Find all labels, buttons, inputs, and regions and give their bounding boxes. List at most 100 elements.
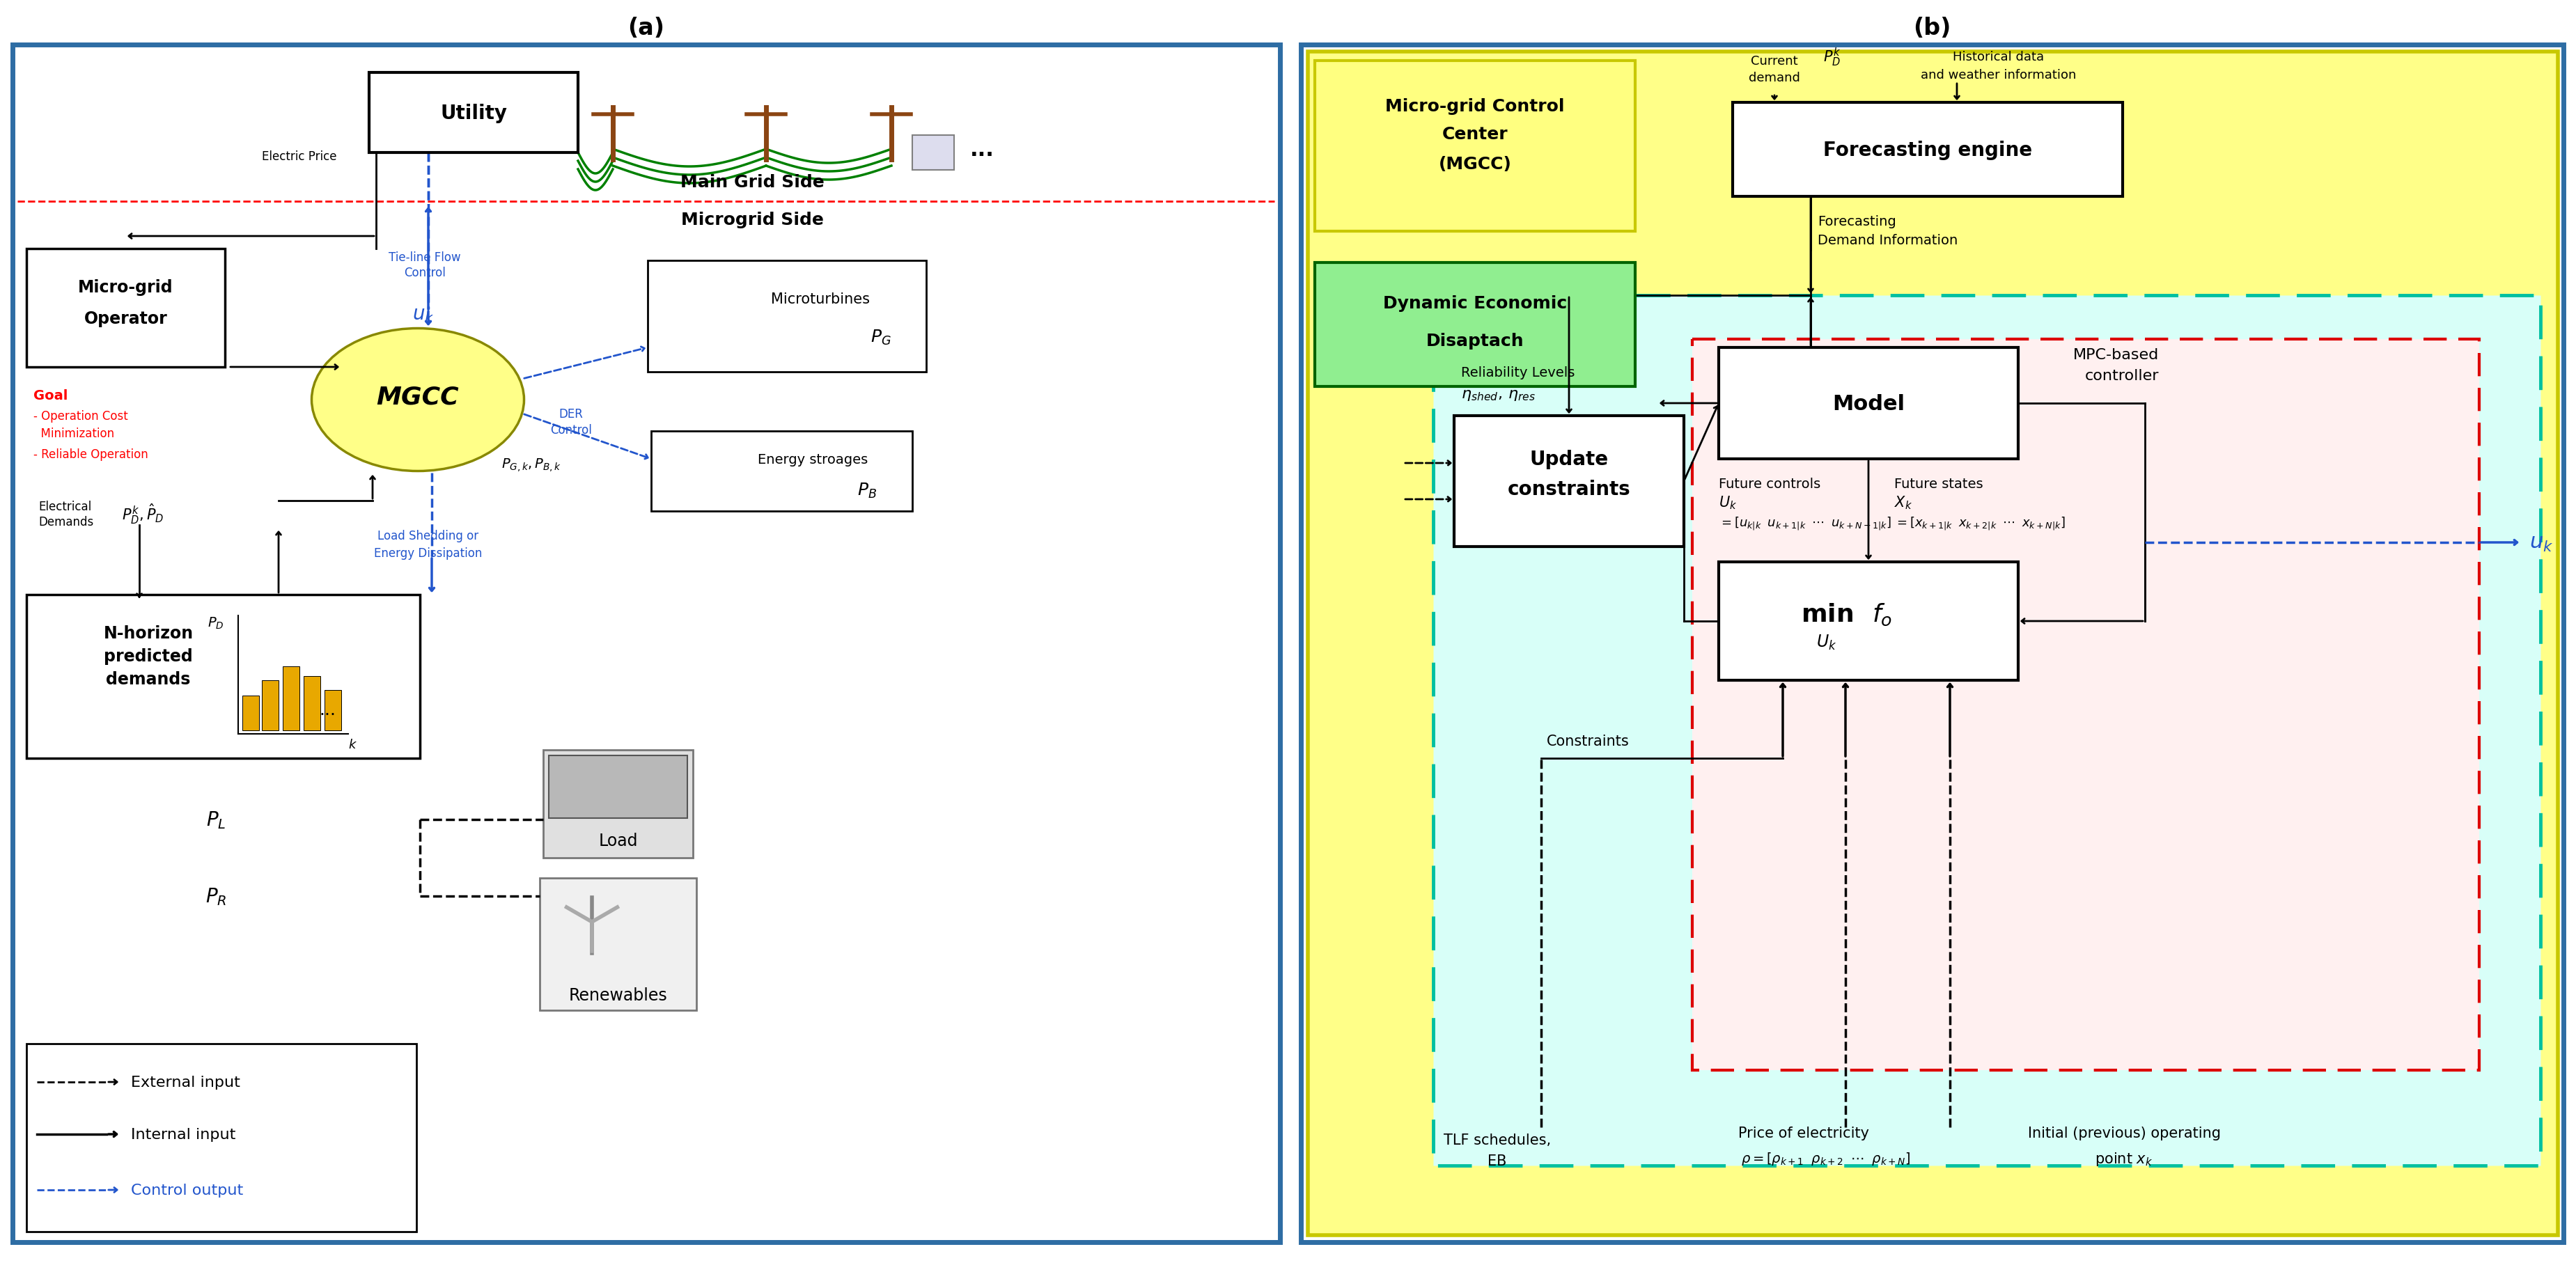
Text: Model: Model — [1832, 394, 1904, 414]
FancyBboxPatch shape — [26, 595, 420, 759]
Text: point $x_k$: point $x_k$ — [2094, 1151, 2154, 1167]
FancyBboxPatch shape — [1718, 562, 2017, 681]
Text: Future controls: Future controls — [1718, 477, 1821, 490]
FancyBboxPatch shape — [647, 261, 927, 373]
Text: Demands: Demands — [39, 515, 93, 528]
FancyBboxPatch shape — [368, 73, 577, 153]
Text: Energy stroages: Energy stroages — [757, 452, 868, 466]
FancyBboxPatch shape — [544, 750, 693, 858]
Text: Constraints: Constraints — [1546, 734, 1628, 748]
Text: Microgrid Side: Microgrid Side — [680, 211, 824, 229]
Text: $P_G$: $P_G$ — [871, 328, 891, 346]
Text: Micro-grid Control: Micro-grid Control — [1386, 99, 1564, 115]
Text: TLF schedules,: TLF schedules, — [1443, 1133, 1551, 1147]
Text: $P_B$: $P_B$ — [858, 481, 876, 500]
Text: $P_L$: $P_L$ — [206, 810, 227, 830]
Text: $U_k$: $U_k$ — [1718, 494, 1736, 510]
FancyBboxPatch shape — [654, 434, 793, 506]
Text: MPC-based: MPC-based — [2074, 347, 2159, 362]
Text: Micro-grid: Micro-grid — [77, 279, 173, 296]
Text: $f_o$: $f_o$ — [1873, 602, 1893, 628]
FancyBboxPatch shape — [1453, 416, 1685, 547]
Text: controller: controller — [2084, 369, 2159, 383]
Text: (MGCC): (MGCC) — [1437, 155, 1512, 173]
Text: External input: External input — [131, 1075, 240, 1089]
Text: demand: demand — [1749, 72, 1801, 85]
Text: Control: Control — [404, 266, 446, 279]
Text: $\rho=[\rho_{k+1}\;\;\rho_{k+2}\;\;\cdots\;\;\rho_{k+N}]$: $\rho=[\rho_{k+1}\;\;\rho_{k+2}\;\;\cdot… — [1741, 1151, 1911, 1167]
FancyBboxPatch shape — [283, 667, 299, 731]
Text: (a): (a) — [629, 16, 665, 39]
Text: predicted: predicted — [103, 648, 193, 664]
Text: MGCC: MGCC — [376, 385, 459, 408]
Text: Goal: Goal — [33, 389, 67, 402]
Text: ...: ... — [969, 139, 994, 159]
Text: Internal input: Internal input — [131, 1128, 234, 1142]
FancyBboxPatch shape — [1309, 52, 2558, 1235]
Text: $P_R$: $P_R$ — [206, 885, 227, 907]
Text: $\mathbf{min}$: $\mathbf{min}$ — [1801, 602, 1852, 626]
Text: $X_k$: $X_k$ — [1893, 494, 1911, 510]
Text: Utility: Utility — [440, 104, 507, 123]
Text: Reliability Levels: Reliability Levels — [1461, 366, 1574, 379]
Text: Control output: Control output — [131, 1183, 242, 1197]
Text: and weather information: and weather information — [1922, 69, 2076, 81]
FancyBboxPatch shape — [912, 135, 953, 171]
Text: Load: Load — [598, 832, 639, 849]
FancyBboxPatch shape — [1432, 296, 2540, 1166]
Text: Current: Current — [1752, 56, 1798, 67]
FancyBboxPatch shape — [541, 878, 696, 1010]
Text: demands: demands — [106, 671, 191, 687]
FancyBboxPatch shape — [549, 755, 688, 818]
FancyBboxPatch shape — [26, 249, 224, 368]
Text: Forecasting: Forecasting — [1819, 215, 1896, 227]
FancyBboxPatch shape — [325, 691, 340, 731]
Text: Tie-line Flow: Tie-line Flow — [389, 251, 461, 264]
Text: k: k — [348, 739, 355, 750]
FancyBboxPatch shape — [1692, 340, 2478, 1070]
FancyBboxPatch shape — [652, 264, 811, 368]
Text: Update: Update — [1530, 450, 1607, 469]
Text: Main Grid Side: Main Grid Side — [680, 174, 824, 191]
Text: Dynamic Economic: Dynamic Economic — [1383, 296, 1566, 312]
Text: (b): (b) — [1914, 16, 1950, 39]
FancyBboxPatch shape — [1718, 347, 2017, 460]
FancyBboxPatch shape — [1314, 263, 1636, 386]
Text: Renewables: Renewables — [569, 986, 667, 1003]
Text: Initial (previous) operating: Initial (previous) operating — [2027, 1125, 2221, 1139]
Text: Price of electricity: Price of electricity — [1739, 1125, 1870, 1139]
FancyBboxPatch shape — [652, 432, 912, 512]
Text: Historical data: Historical data — [1953, 51, 2045, 63]
Text: Demand Information: Demand Information — [1819, 234, 1958, 246]
FancyBboxPatch shape — [26, 1043, 417, 1231]
Text: Energy Dissipation: Energy Dissipation — [374, 547, 482, 560]
Text: $P_D$: $P_D$ — [209, 615, 224, 630]
FancyBboxPatch shape — [13, 45, 1280, 1242]
Text: Center: Center — [1443, 126, 1507, 143]
Text: N-horizon: N-horizon — [103, 625, 193, 642]
Text: $\eta_{shed},\, \eta_{res}$: $\eta_{shed},\, \eta_{res}$ — [1461, 388, 1535, 402]
Text: $P_D^k$: $P_D^k$ — [1824, 47, 1842, 68]
FancyBboxPatch shape — [242, 696, 260, 731]
Text: Electrical: Electrical — [39, 500, 90, 513]
FancyBboxPatch shape — [1301, 45, 2563, 1242]
Text: - Operation Cost: - Operation Cost — [33, 410, 129, 422]
FancyBboxPatch shape — [1314, 61, 1636, 231]
Text: Operator: Operator — [85, 311, 167, 327]
Ellipse shape — [312, 328, 523, 471]
Text: Forecasting engine: Forecasting engine — [1824, 140, 2032, 159]
FancyBboxPatch shape — [263, 681, 278, 731]
Text: Load Shedding or: Load Shedding or — [379, 529, 479, 542]
Text: Disaptach: Disaptach — [1427, 332, 1525, 350]
Text: $=[u_{k|k}\;\;u_{k+1|k}\;\;\cdots\;\;u_{k+N-1|k}]$: $=[u_{k|k}\;\;u_{k+1|k}\;\;\cdots\;\;u_{… — [1718, 515, 1891, 532]
Text: $u_k$: $u_k$ — [2530, 533, 2553, 553]
Text: $U_k$: $U_k$ — [1816, 633, 1837, 652]
Text: DER: DER — [559, 408, 582, 421]
FancyBboxPatch shape — [304, 677, 319, 731]
Text: Electric Price: Electric Price — [263, 150, 337, 163]
Text: Microturbines: Microturbines — [770, 292, 871, 306]
Text: $P_D^k, \hat{P}_D$: $P_D^k, \hat{P}_D$ — [121, 501, 165, 525]
Text: Minimization: Minimization — [33, 427, 113, 440]
Text: $u_k$: $u_k$ — [412, 304, 435, 325]
FancyBboxPatch shape — [1734, 104, 2123, 197]
